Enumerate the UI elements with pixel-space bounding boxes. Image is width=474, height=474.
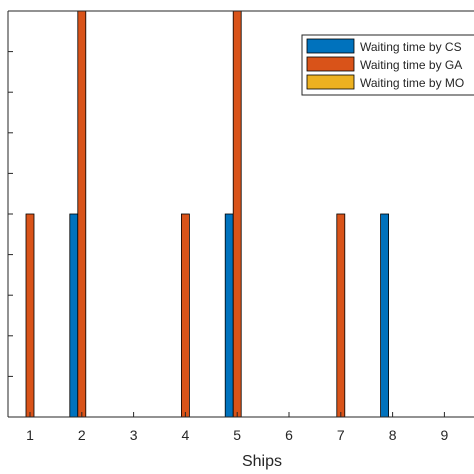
x-tick-label: 3	[130, 427, 138, 443]
bar-cs-ship-2	[69, 213, 79, 418]
x-tick-label: 9	[441, 427, 449, 443]
x-tick-label: 5	[233, 427, 241, 443]
bar-cs-ship-8	[380, 213, 390, 418]
bar-ga-ship-2	[77, 10, 87, 418]
legend-item-mo: Waiting time by MO	[306, 74, 464, 90]
bar-ga-ship-4	[180, 213, 190, 418]
x-tick-label: 7	[337, 427, 345, 443]
x-tick-label: 6	[285, 427, 293, 443]
x-axis-label: Ships	[242, 453, 282, 470]
legend-label-ga: Waiting time by GA	[360, 58, 462, 72]
x-tick-label: 2	[78, 427, 86, 443]
chart-axes: 1 2 3 4 5 6 7 8 9	[7, 10, 474, 443]
legend-swatch-mo	[306, 74, 355, 90]
chart-marks	[25, 10, 390, 418]
bar-ga-ship-1	[25, 213, 35, 418]
x-tick-label: 8	[389, 427, 397, 443]
legend-swatch-cs	[306, 38, 355, 54]
legend-label-cs: Waiting time by CS	[360, 40, 462, 54]
bar-cs-ship-5	[224, 213, 234, 418]
legend-item-ga: Waiting time by GA	[306, 56, 462, 72]
x-tick-label: 1	[26, 427, 34, 443]
bar-ga-ship-5	[232, 10, 242, 418]
bar-ga-ship-7	[336, 213, 346, 418]
legend-label-mo: Waiting time by MO	[360, 76, 464, 90]
legend: Waiting time by CS Waiting time by GA Wa…	[301, 34, 474, 96]
x-tick-label: 4	[182, 427, 190, 443]
legend-item-cs: Waiting time by CS	[306, 38, 462, 54]
legend-swatch-ga	[306, 56, 355, 72]
